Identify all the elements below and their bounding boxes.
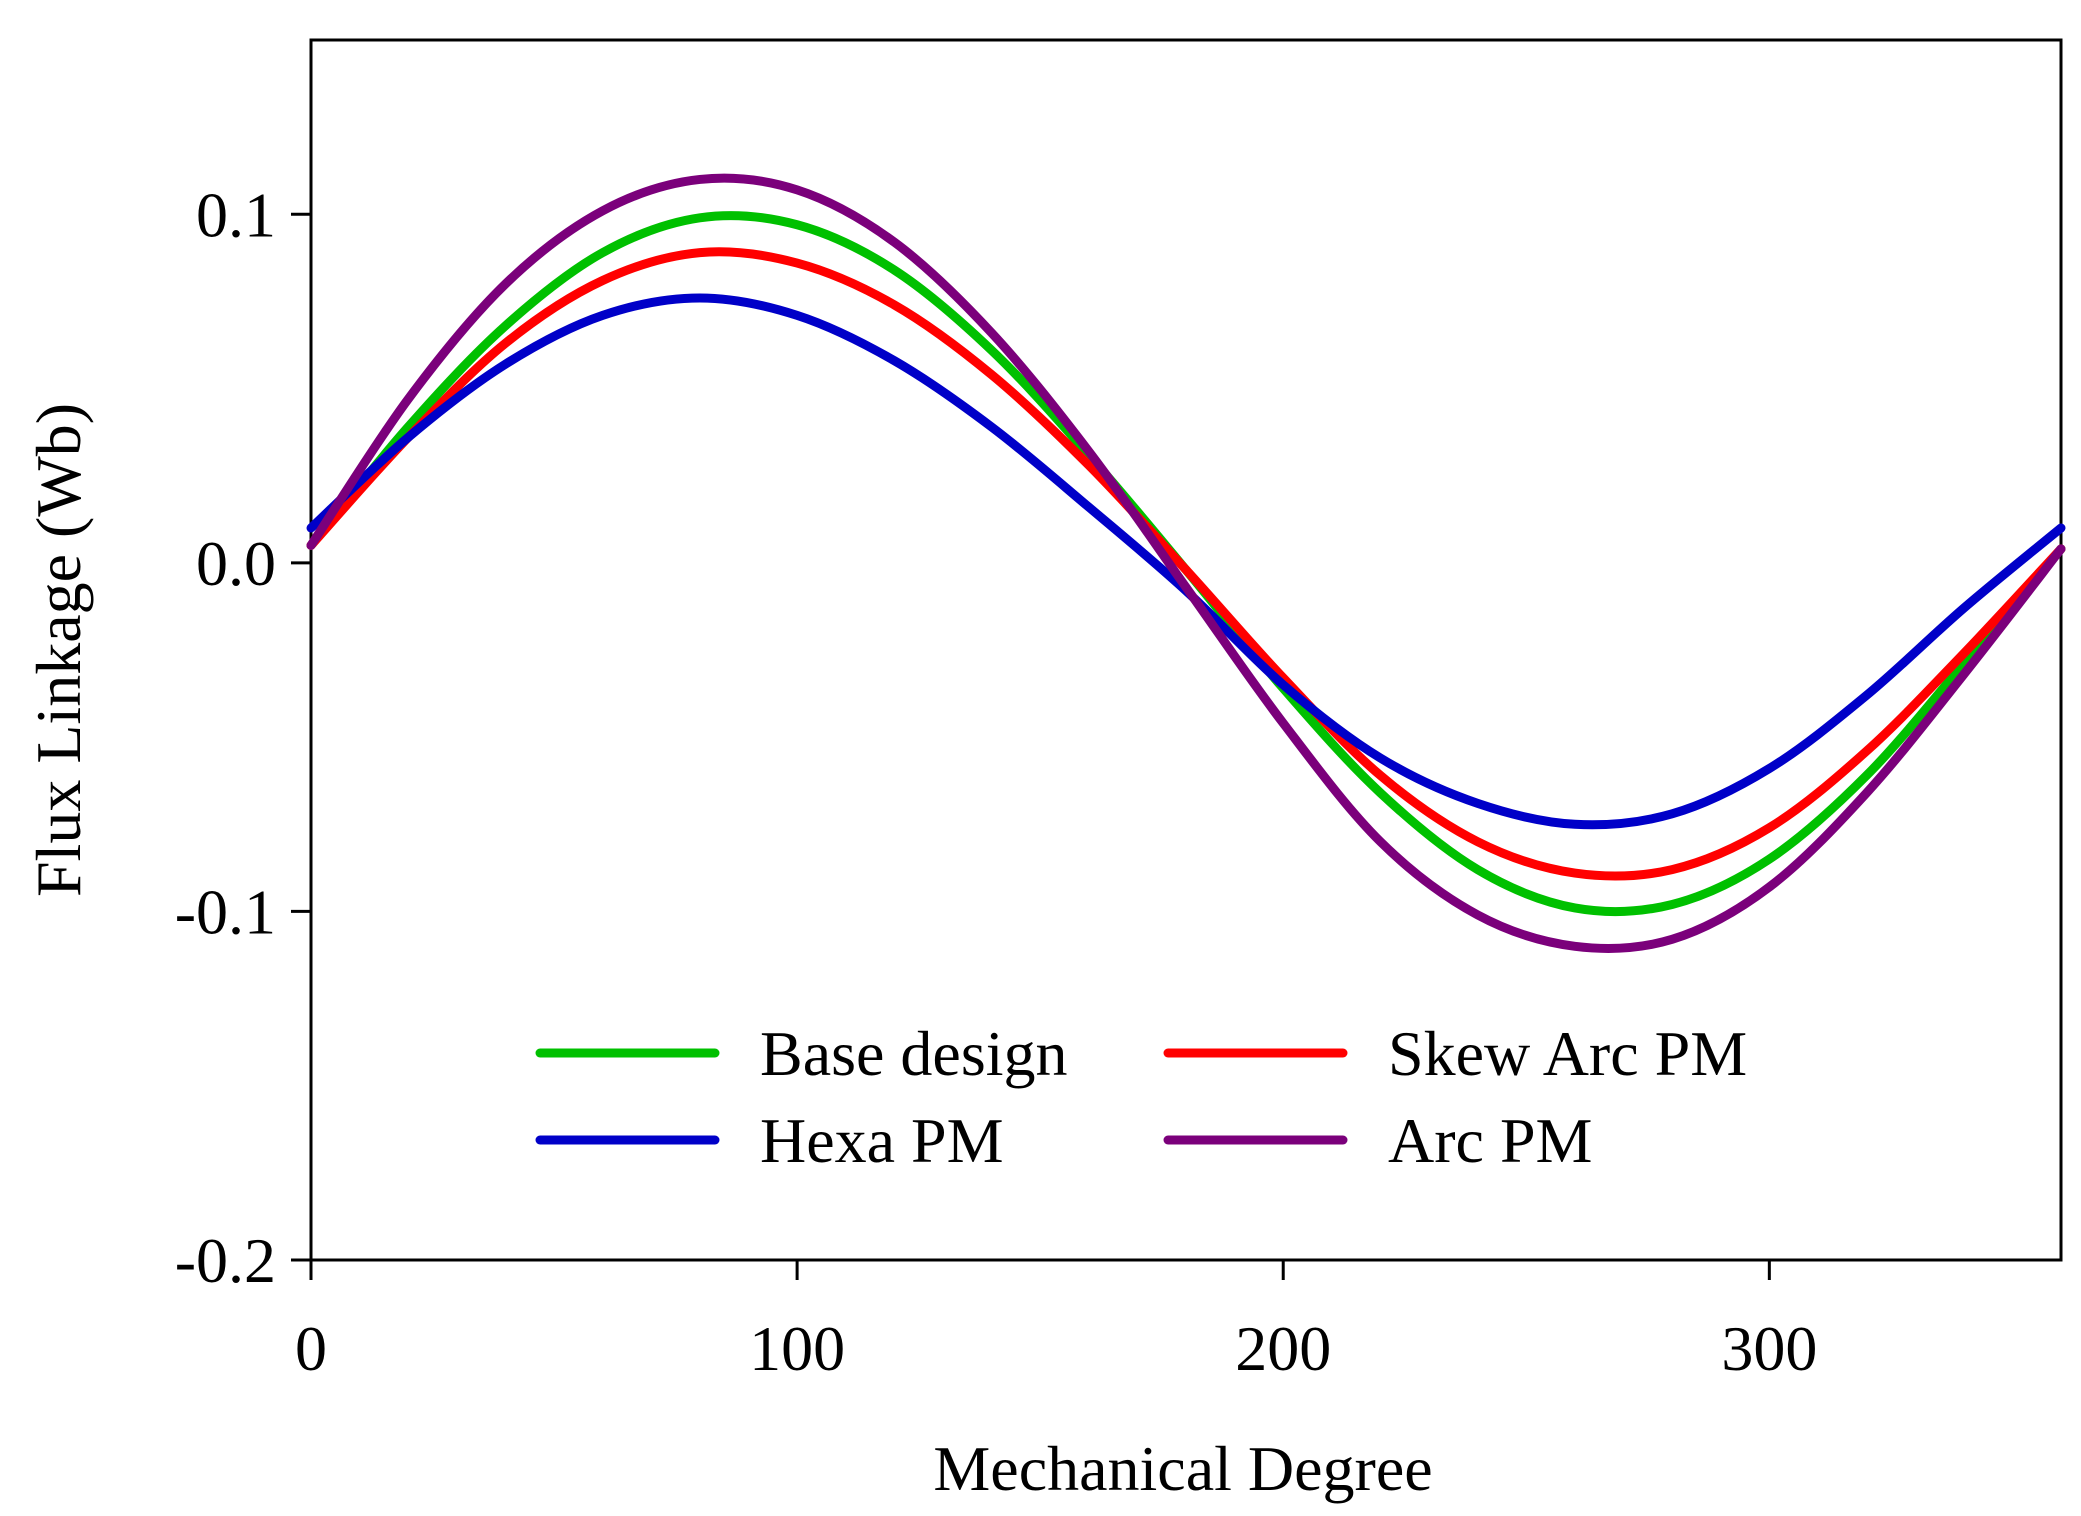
y-tick-label: 0.0 xyxy=(196,528,276,599)
x-tick-label: 0 xyxy=(295,1313,327,1384)
plot-border xyxy=(309,38,2063,1262)
legend-label: Hexa PM xyxy=(760,1105,1004,1176)
series-lines xyxy=(306,173,2066,953)
x-tick-label: 300 xyxy=(1721,1313,1817,1384)
x-tick-label: 100 xyxy=(749,1313,845,1384)
legend-label: Base design xyxy=(760,1018,1068,1089)
series-line-arc-pm xyxy=(306,173,2066,953)
axes: 0 100 200 300 -0.2 -0.1 0.0 0.1 xyxy=(175,179,1818,1384)
y-axis-label: Flux Linkage (Wb) xyxy=(23,403,94,897)
y-tick-label: -0.2 xyxy=(175,1225,276,1296)
legend-label: Skew Arc PM xyxy=(1388,1018,1747,1089)
y-tick-label: -0.1 xyxy=(175,876,276,947)
x-tick-label: 200 xyxy=(1235,1313,1331,1384)
x-axis-label: Mechanical Degree xyxy=(933,1433,1432,1504)
y-tick-label: 0.1 xyxy=(196,179,276,250)
series-line-skew-arc-pm xyxy=(306,247,2066,881)
legend-label: Arc PM xyxy=(1388,1105,1592,1176)
series-line-hexa-pm xyxy=(306,293,2066,830)
legend: Base design Skew Arc PM Hexa PM Arc PM xyxy=(535,1018,1747,1176)
plot-area xyxy=(309,38,2063,1262)
